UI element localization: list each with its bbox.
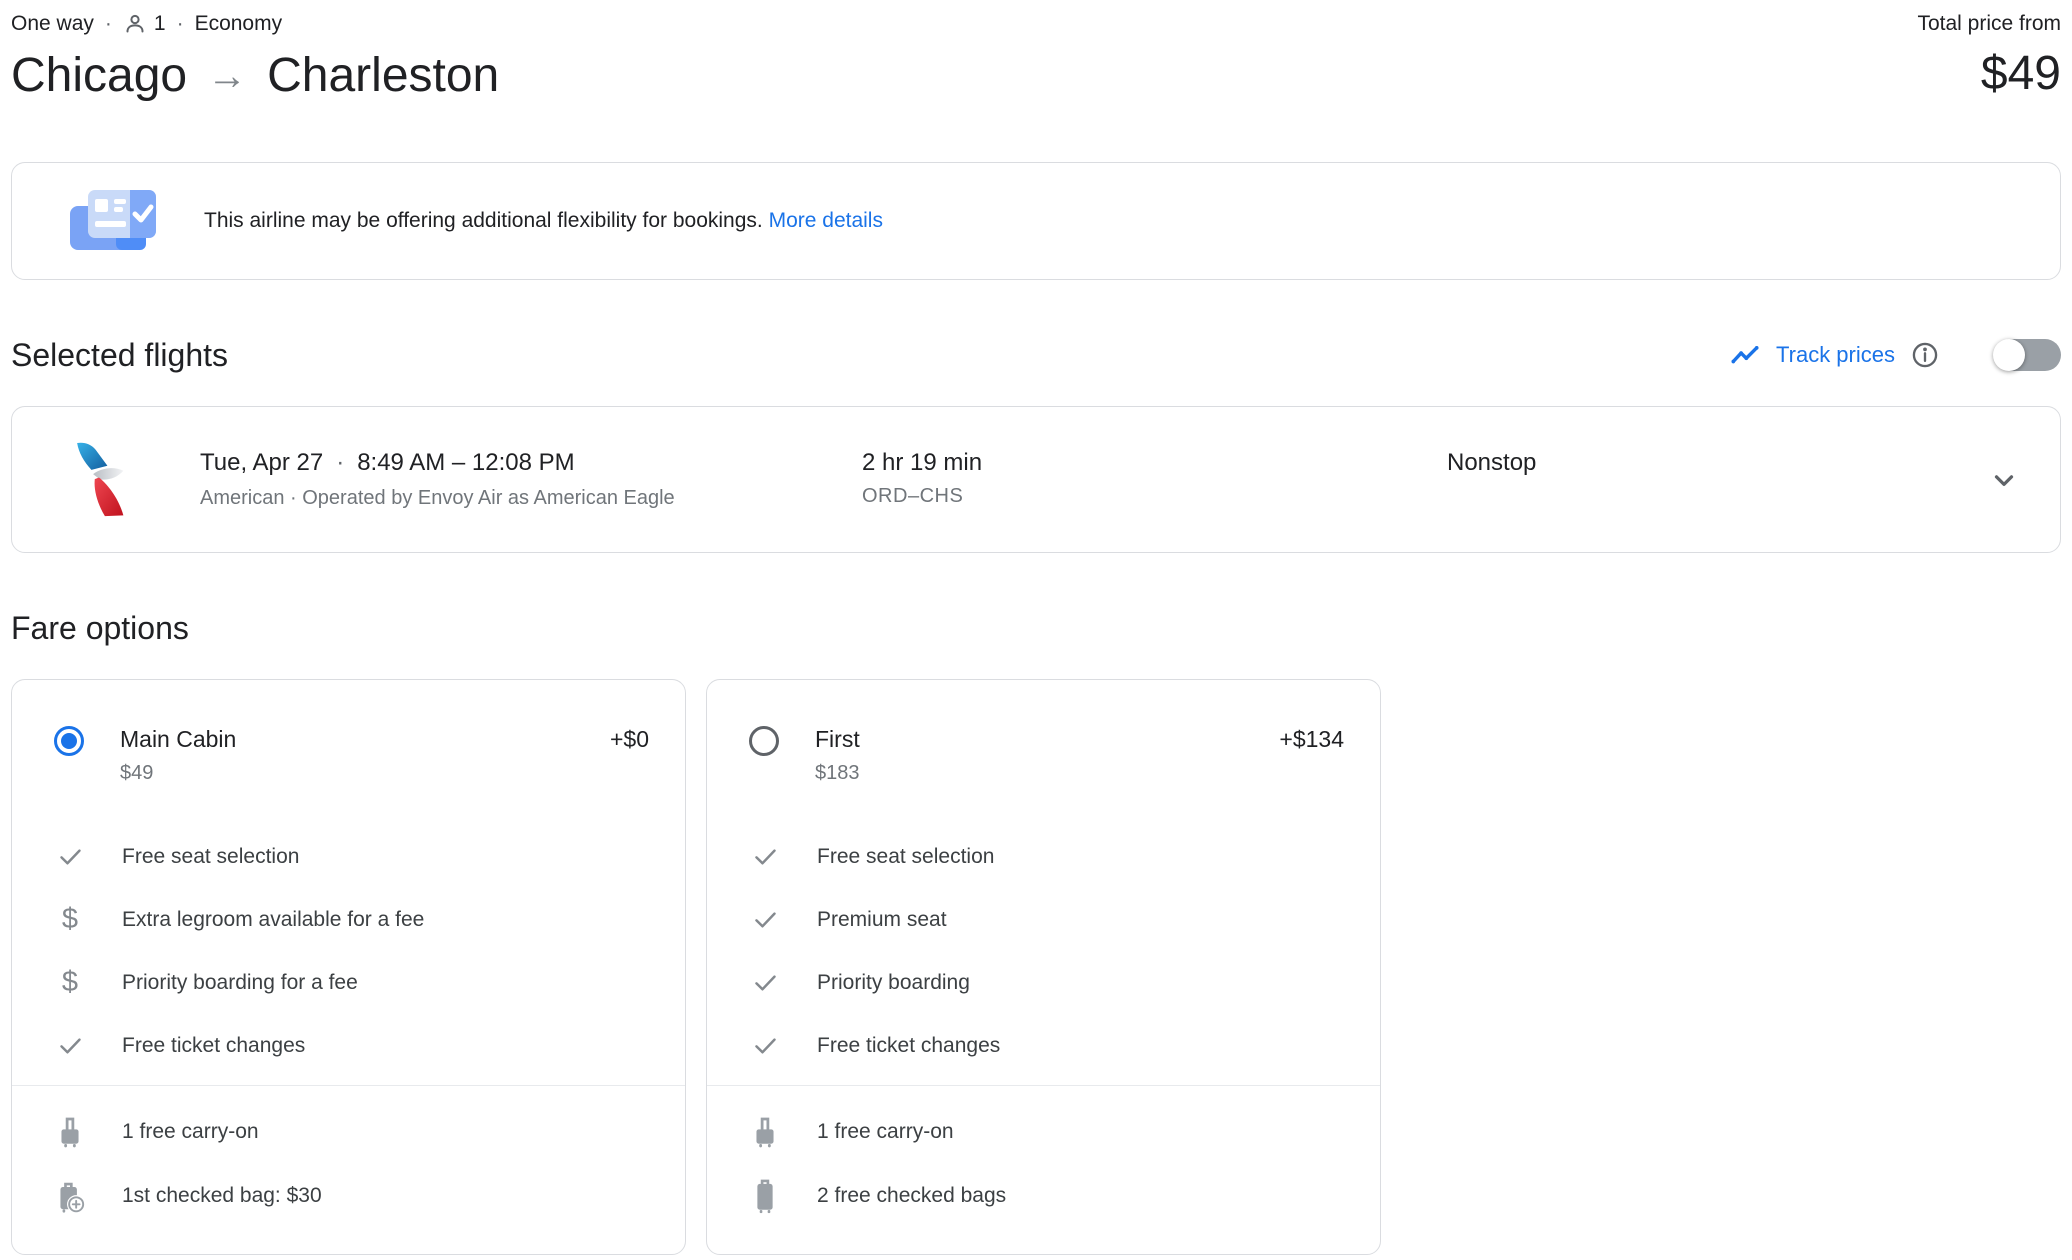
fare-feature-item: Free ticket changes <box>54 1014 649 1077</box>
banner-text: This airline may be offering additional … <box>204 209 883 233</box>
more-details-link[interactable]: More details <box>768 209 883 232</box>
radio-button[interactable] <box>749 726 779 756</box>
fare-card-header: First $183 +$134 <box>749 724 1344 785</box>
card-divider <box>12 1085 685 1086</box>
dollar-icon: $ <box>61 966 79 998</box>
flight-date-times: Tue, Apr 27 · 8:49 AM – 12:08 PM <box>200 447 862 478</box>
flight-route: ORD–CHS <box>862 485 964 507</box>
flight-date: Tue, Apr 27 <box>200 449 324 476</box>
check-icon <box>749 906 781 933</box>
track-prices-cluster: Track prices <box>1729 339 2061 371</box>
fare-features: Free seat selection $ Extra legroom avai… <box>54 825 649 1077</box>
fare-titles: First $183 <box>815 724 1279 785</box>
fare-feature-item: Free ticket changes <box>749 1014 1344 1077</box>
flight-stops: Nonstop <box>1447 449 1537 476</box>
check-icon <box>54 843 86 870</box>
chevron-down-icon <box>1989 465 2019 495</box>
fare-cards: Main Cabin $49 +$0 Free seat selection $… <box>11 679 2061 1255</box>
track-prices-toggle[interactable] <box>1993 339 2061 371</box>
fare-feature-item: Free seat selection <box>54 825 649 888</box>
fare-feature-item: Priority boarding <box>749 951 1344 1014</box>
carry-on-icon <box>749 1116 781 1148</box>
banner-message: This airline may be offering additional … <box>204 209 763 232</box>
dollar-icon: $ <box>61 903 79 935</box>
baggage-item: 1st checked bag: $30 <box>54 1164 649 1228</box>
toggle-knob <box>1993 339 2025 371</box>
fare-baggage: 1 free carry-on 2 free checked bags <box>749 1100 1344 1228</box>
breadcrumb: One way · 1 · Economy <box>11 10 499 38</box>
separator-dot: · <box>104 12 112 35</box>
fare-name: First <box>815 726 860 752</box>
fare-feature-item: Premium seat <box>749 888 1344 951</box>
fare-feature-item: Free seat selection <box>749 825 1344 888</box>
american-airlines-logo-icon <box>62 439 136 521</box>
fare-titles: Main Cabin $49 <box>120 724 610 785</box>
flight-duration-block: 2 hr 19 min ORD–CHS <box>862 407 1447 552</box>
selected-flights-title: Selected flights <box>11 337 229 373</box>
fare-price-delta: +$0 <box>609 726 649 752</box>
check-icon <box>749 969 781 996</box>
separator-dot: · <box>176 12 184 35</box>
destination-city: Charleston <box>267 49 500 102</box>
flight-info: Tue, Apr 27 · 8:49 AM – 12:08 PM America… <box>200 407 862 552</box>
trending-chart-icon <box>1729 342 1761 368</box>
booking-flexibility-icon <box>64 180 164 262</box>
total-price-value: $49 <box>1980 47 2061 100</box>
baggage-item: 1 free carry-on <box>749 1100 1344 1164</box>
check-icon <box>749 1032 781 1059</box>
fare-card-first[interactable]: First $183 +$134 Free seat selection Pre… <box>706 679 1381 1255</box>
fare-options-title: Fare options <box>11 610 189 646</box>
fare-feature-item: $ Extra legroom available for a fee <box>54 888 649 951</box>
cabin-class-label: Economy <box>194 12 283 35</box>
flexibility-banner: This airline may be offering additional … <box>11 162 2061 280</box>
passenger-icon <box>123 12 147 36</box>
checked-bag-fee-icon <box>54 1179 86 1213</box>
page-header: One way · 1 · Economy Chicago → Charlest… <box>11 10 2061 106</box>
fare-price: $183 <box>815 762 860 784</box>
fare-card-main-cabin[interactable]: Main Cabin $49 +$0 Free seat selection $… <box>11 679 686 1255</box>
origin-city: Chicago <box>11 49 188 102</box>
selected-flights-header: Selected flights Track prices <box>11 334 2061 376</box>
carry-on-icon <box>54 1116 86 1148</box>
info-icon[interactable] <box>1911 341 1939 369</box>
card-divider <box>707 1085 1380 1086</box>
flight-duration: 2 hr 19 min <box>862 449 983 476</box>
check-icon <box>54 1032 86 1059</box>
fare-price-delta: +$134 <box>1279 726 1344 752</box>
fare-card-header: Main Cabin $49 +$0 <box>54 724 649 785</box>
flight-time-range: 8:49 AM – 12:08 PM <box>357 449 575 476</box>
expand-flight-button[interactable] <box>1972 407 2036 552</box>
check-icon <box>749 843 781 870</box>
checked-bag-icon <box>749 1178 781 1214</box>
airline-details: American · Operated by Envoy Air as Amer… <box>200 487 675 509</box>
fare-price: $49 <box>120 762 154 784</box>
page-title: Chicago → Charleston <box>11 46 499 106</box>
trip-type-label: One way <box>11 12 94 35</box>
fare-features: Free seat selection Premium seat Priorit… <box>749 825 1344 1077</box>
track-prices-label[interactable]: Track prices <box>1776 342 1895 367</box>
airline-logo-cell <box>62 407 200 552</box>
baggage-item: 2 free checked bags <box>749 1164 1344 1228</box>
total-price-block: Total price from $49 <box>1917 10 2061 104</box>
total-price-label: Total price from <box>1917 12 2061 35</box>
passenger-count: 1 <box>153 12 166 35</box>
fare-baggage: 1 free carry-on 1st checked bag: $30 <box>54 1100 649 1228</box>
arrow-right-icon: → <box>207 54 248 98</box>
header-left: One way · 1 · Economy Chicago → Charlest… <box>11 10 499 106</box>
baggage-item: 1 free carry-on <box>54 1100 649 1164</box>
selected-flight-card[interactable]: Tue, Apr 27 · 8:49 AM – 12:08 PM America… <box>11 406 2061 553</box>
radio-button[interactable] <box>54 726 84 756</box>
fare-feature-item: $ Priority boarding for a fee <box>54 951 649 1014</box>
separator-dot: · <box>336 449 345 476</box>
fare-name: Main Cabin <box>120 726 237 752</box>
